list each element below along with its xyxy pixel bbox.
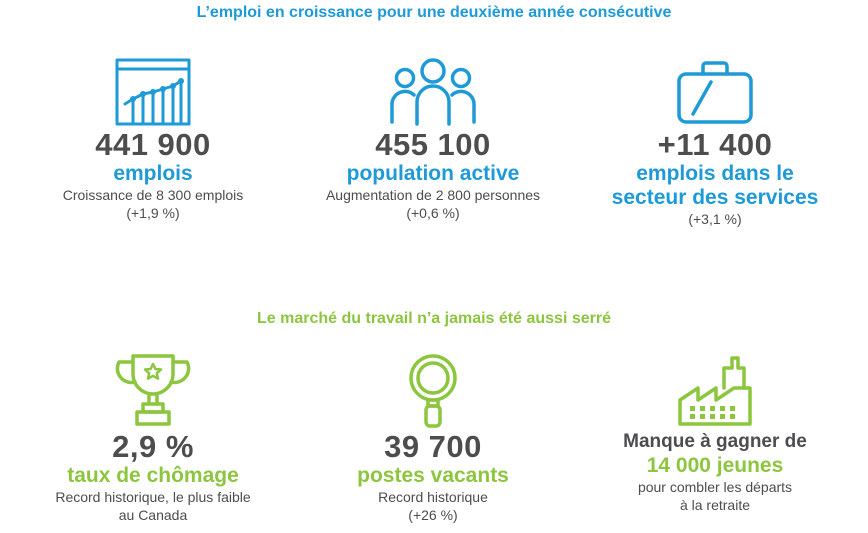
section-title-labor-market: Le marché du travail n’a jamais été auss… (257, 310, 611, 327)
stat-label: emplois (113, 162, 193, 185)
stat-unemployment: 2,9 % taux de chômage Record historique,… (23, 352, 283, 524)
bar-chart-icon (115, 58, 191, 126)
stat-label: population active (346, 162, 520, 185)
stat-value: 2,9 % (112, 429, 194, 464)
stat-value: 39 700 (384, 429, 482, 464)
stat-description-2: à la retraite (679, 497, 751, 513)
stat-description: pour combler les départs (637, 479, 793, 495)
stat-description: Augmentation de 2 800 personnes (325, 187, 541, 203)
stat-label-line2: secteur des services (611, 186, 819, 209)
stat-description-2: au Canada (118, 507, 188, 523)
stat-label: postes vacants (357, 464, 509, 487)
trophy-icon (115, 354, 191, 426)
stat-youth-shortfall: Manque à gagner de 14 000 jeunes pour co… (585, 352, 845, 514)
stat-change: (+0,6 %) (406, 205, 460, 221)
stat-value: 441 900 (95, 127, 211, 162)
stat-jobs: 441 900 emplois Croissance de 8 300 empl… (23, 56, 283, 222)
stat-change: (+1,9 %) (126, 205, 180, 221)
stat-change: (+3,1 %) (688, 211, 742, 227)
factory-icon (678, 356, 752, 426)
magnifier-icon (409, 354, 457, 428)
people-group-icon (390, 58, 476, 126)
stat-label: taux de chômage (67, 464, 239, 487)
stat-change: (+26 %) (408, 507, 458, 523)
stat-vacancies: 39 700 postes vacants Record historique … (303, 352, 563, 524)
stat-description: Record historique, le plus faible (55, 489, 251, 505)
stat-description: Croissance de 8 300 emplois (62, 187, 244, 203)
shortfall-heading: Manque à gagner de (623, 431, 807, 452)
section-title-growth: L’emploi en croissance pour une deuxième… (196, 4, 672, 21)
stat-label-line1: emplois dans le (636, 162, 794, 185)
stat-value: +11 400 (657, 127, 773, 162)
stat-label: 14 000 jeunes (646, 454, 784, 477)
stat-labor-force: 455 100 population active Augmentation d… (303, 56, 563, 222)
stat-description: Record historique (378, 489, 488, 505)
briefcase-icon (677, 61, 753, 124)
stat-service-jobs: +11 400 emplois dans le secteur des serv… (585, 56, 845, 228)
stat-value: 455 100 (375, 127, 491, 162)
